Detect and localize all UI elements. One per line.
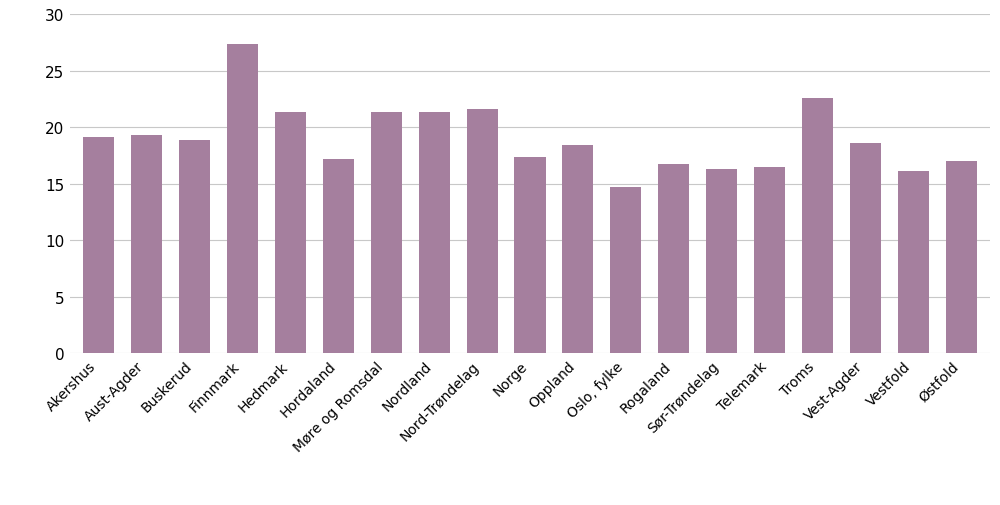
Bar: [323, 160, 354, 354]
Bar: [850, 144, 881, 354]
Bar: [467, 110, 498, 354]
Bar: [131, 136, 162, 354]
Bar: [706, 170, 737, 354]
Bar: [658, 165, 689, 354]
Bar: [179, 140, 210, 354]
Bar: [514, 157, 546, 354]
Bar: [562, 146, 593, 354]
Bar: [898, 172, 929, 354]
Bar: [83, 138, 114, 354]
Bar: [754, 168, 785, 354]
Bar: [275, 113, 306, 354]
Bar: [610, 188, 641, 354]
Bar: [946, 162, 977, 354]
Bar: [227, 44, 258, 354]
Bar: [419, 113, 450, 354]
Bar: [802, 98, 833, 353]
Bar: [371, 113, 402, 354]
